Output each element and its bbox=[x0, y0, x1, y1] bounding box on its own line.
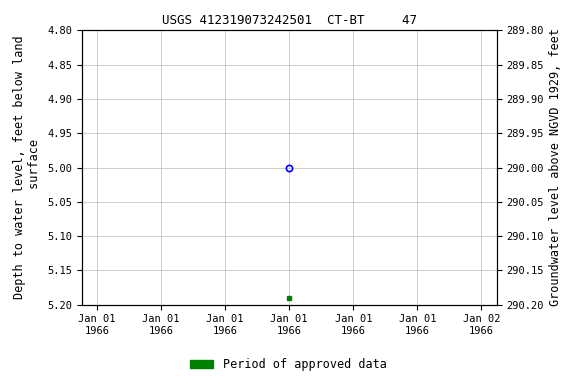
Title: USGS 412319073242501  CT-BT     47: USGS 412319073242501 CT-BT 47 bbox=[162, 13, 417, 26]
Y-axis label: Depth to water level, feet below land
 surface: Depth to water level, feet below land su… bbox=[13, 36, 41, 300]
Y-axis label: Groundwater level above NGVD 1929, feet: Groundwater level above NGVD 1929, feet bbox=[550, 28, 563, 306]
Legend: Period of approved data: Period of approved data bbox=[185, 354, 391, 376]
